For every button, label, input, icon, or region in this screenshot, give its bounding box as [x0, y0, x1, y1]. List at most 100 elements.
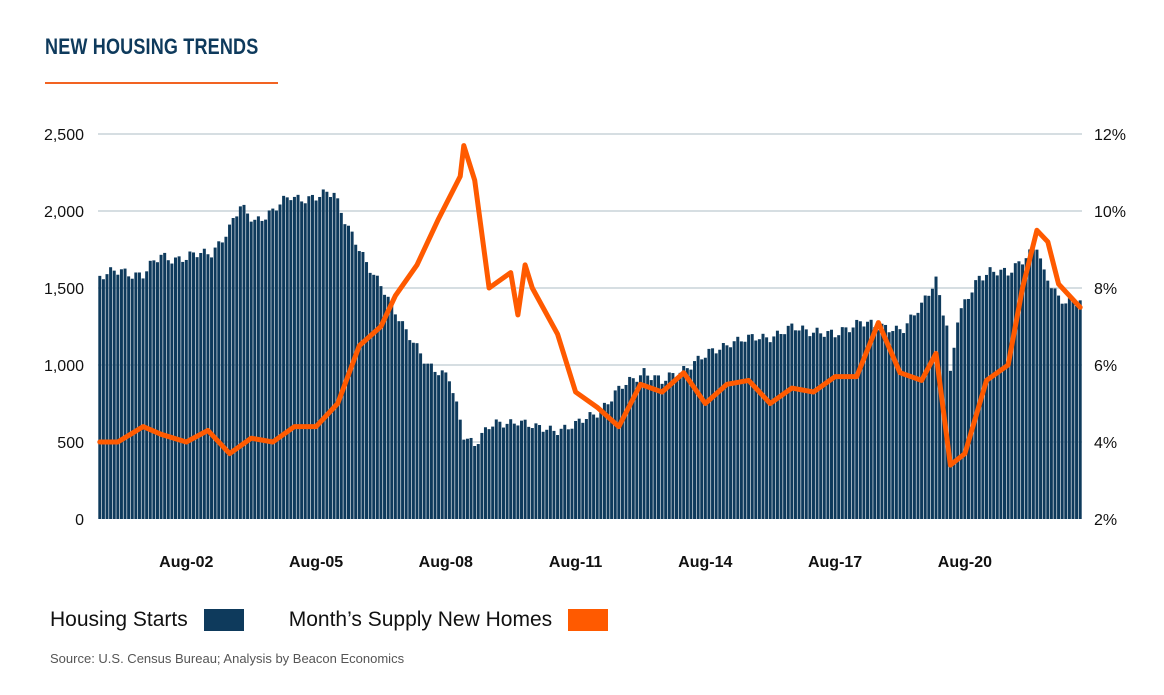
housing-starts-bar	[310, 194, 314, 519]
housing-starts-bar	[1060, 303, 1064, 519]
housing-starts-bar	[1006, 275, 1010, 519]
housing-starts-bar	[599, 410, 603, 519]
housing-starts-bar	[98, 275, 102, 519]
right-axis-ticks: 2% 4% 6% 8% 10% 12%	[1094, 127, 1126, 529]
housing-starts-bar	[646, 375, 650, 519]
housing-starts-bar	[1031, 249, 1035, 519]
housing-starts-bar	[393, 314, 397, 519]
housing-starts-bar	[163, 252, 167, 519]
housing-starts-bar	[855, 319, 859, 519]
left-axis-ticks: 0 500 1,000 1,500 2,000 2,500	[44, 127, 84, 529]
housing-starts-bar	[754, 340, 758, 519]
housing-starts-bar	[675, 377, 678, 519]
housing-starts-bar	[869, 319, 873, 519]
housing-starts-bar	[159, 254, 163, 519]
housing-starts-bar	[563, 424, 567, 519]
housing-starts-bar	[130, 278, 134, 519]
housing-starts-bar	[606, 404, 610, 519]
housing-starts-bar	[963, 299, 967, 519]
housing-starts-bar	[592, 414, 596, 519]
housing-starts-bar	[368, 272, 372, 519]
housing-starts-bar	[1075, 305, 1079, 519]
housing-starts-bar	[491, 426, 495, 519]
right-tick-label: 10%	[1094, 204, 1126, 221]
housing-starts-bar	[465, 438, 469, 519]
housing-starts-bar	[693, 361, 697, 519]
housing-starts-bar	[1024, 258, 1028, 519]
housing-starts-bar	[959, 308, 963, 519]
housing-starts-bar	[916, 312, 920, 519]
housing-starts-bar	[300, 201, 304, 519]
housing-starts-bar	[768, 342, 772, 519]
source-note: Source: U.S. Census Bureau; Analysis by …	[50, 651, 405, 666]
housing-starts-bar	[992, 271, 996, 519]
housing-starts-bar	[282, 195, 286, 520]
housing-starts-bar	[429, 363, 433, 519]
housing-starts-bar	[354, 244, 358, 519]
housing-starts-bar	[408, 340, 412, 519]
housing-starts-bar	[570, 428, 574, 519]
x-tick-label: Aug-17	[808, 554, 862, 571]
housing-starts-bar	[296, 194, 300, 520]
housing-starts-bar	[743, 341, 747, 519]
gridlines	[98, 133, 1082, 443]
housing-starts-bar	[581, 422, 585, 519]
housing-starts-bar	[1064, 303, 1068, 519]
housing-starts-bar	[833, 337, 837, 519]
housing-starts-bar	[379, 286, 383, 519]
housing-starts-bar	[541, 431, 545, 519]
housing-starts-bar	[653, 375, 657, 519]
right-tick-label: 2%	[1094, 512, 1117, 529]
housing-starts-bar	[246, 213, 250, 520]
housing-starts-bar	[1028, 249, 1032, 519]
housing-starts-bar	[260, 220, 264, 519]
housing-starts-bar	[1010, 272, 1014, 519]
housing-starts-bar	[350, 231, 354, 519]
housing-starts-bar	[934, 276, 938, 519]
housing-starts-bar	[181, 261, 185, 519]
housing-starts-bar	[750, 334, 754, 519]
housing-starts-bar	[505, 423, 509, 519]
housing-starts-bar	[858, 321, 862, 519]
housing-starts-bar	[462, 439, 466, 519]
housing-starts-bar	[343, 224, 347, 520]
right-tick-label: 6%	[1094, 358, 1117, 375]
housing-starts-bar	[1042, 269, 1046, 519]
housing-starts-bar	[116, 274, 120, 519]
housing-starts-bar	[902, 333, 906, 519]
housing-starts-bar	[711, 348, 715, 519]
housing-starts-bar	[527, 426, 531, 519]
housing-starts-bar	[1013, 263, 1017, 519]
housing-starts-bar	[779, 334, 783, 519]
legend-swatch-months-supply	[568, 609, 609, 631]
housing-starts-bar	[736, 336, 740, 519]
housing-starts-bar	[415, 343, 419, 519]
housing-starts-bar	[804, 329, 808, 519]
housing-starts-bar	[256, 216, 260, 519]
housing-starts-bar	[307, 196, 311, 519]
housing-starts-bar	[426, 363, 430, 519]
housing-starts-bar	[235, 216, 239, 519]
housing-starts-bar	[966, 298, 970, 519]
housing-starts-bars	[98, 189, 1082, 520]
housing-starts-bar	[873, 327, 877, 519]
housing-starts-bar	[440, 370, 444, 519]
housing-starts-bar	[909, 314, 913, 519]
housing-starts-bar	[912, 315, 916, 519]
housing-starts-bar	[112, 270, 116, 519]
housing-starts-bar	[339, 212, 343, 519]
housing-starts-bar	[635, 381, 639, 519]
housing-starts-bar	[469, 437, 473, 519]
housing-starts-bar	[617, 385, 621, 519]
housing-starts-bar	[660, 383, 664, 519]
right-tick-label: 4%	[1094, 435, 1117, 452]
housing-starts-bar	[775, 330, 779, 519]
housing-starts-bar	[595, 417, 599, 519]
title-underline	[45, 82, 278, 84]
legend-label-months-supply: Month’s Supply New Homes	[288, 608, 553, 631]
housing-starts-bar	[199, 252, 203, 520]
housing-starts-bar	[383, 294, 387, 519]
housing-starts-bar	[242, 204, 246, 519]
x-tick-label: Aug-08	[419, 554, 473, 571]
